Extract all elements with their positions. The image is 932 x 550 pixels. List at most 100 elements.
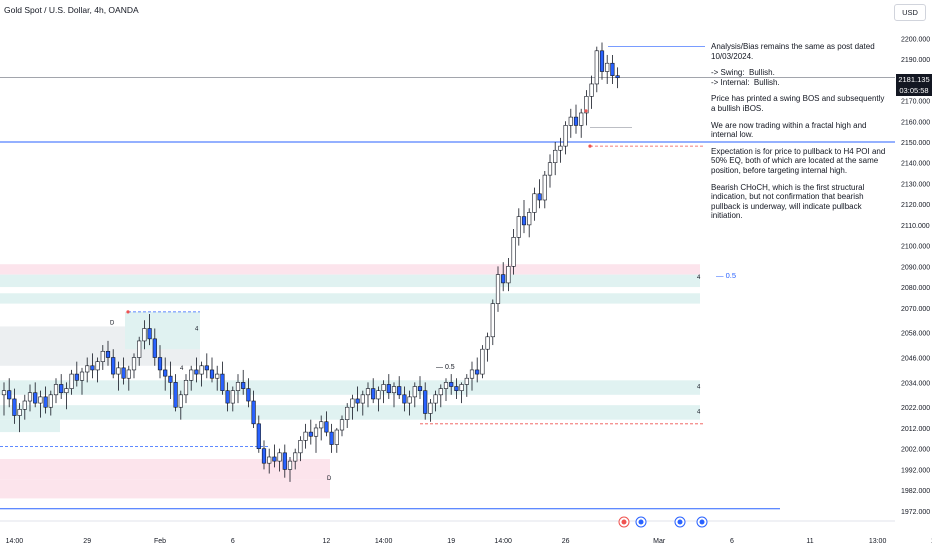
candle-body	[251, 400, 256, 425]
y-tick-label: 2012.000	[901, 426, 930, 433]
candle-body	[376, 390, 381, 400]
analysis-paragraph-1: Analysis/Bias remains the same as post d…	[711, 42, 877, 61]
candle-body	[256, 423, 261, 449]
candle-body	[12, 398, 17, 416]
candle-body	[43, 396, 48, 408]
high-tag: D	[110, 320, 115, 326]
y-tick-label: 2190.000	[901, 57, 930, 64]
candle-body	[137, 340, 142, 358]
candle-body	[599, 50, 605, 72]
candle-body	[246, 388, 251, 402]
candle-body	[27, 392, 33, 402]
candle-body	[121, 367, 126, 379]
candle-body	[272, 456, 277, 462]
candle-body	[553, 149, 558, 164]
candle-body	[417, 386, 423, 391]
candle-body	[1, 390, 7, 396]
candle-body	[59, 384, 64, 394]
candle-body	[568, 116, 573, 126]
candle-body	[428, 402, 433, 414]
y-tick-label: 1982.000	[901, 488, 930, 495]
x-tick-label: 18	[931, 538, 932, 545]
candle-body	[85, 365, 90, 373]
y-tick-label: 2170.000	[901, 99, 930, 106]
internal-low-marker	[588, 144, 592, 148]
candle-body	[532, 193, 537, 213]
y-tick-label: 1972.000	[901, 509, 930, 516]
candle-body	[464, 377, 469, 385]
demand-zone-1	[0, 380, 700, 395]
candle-body	[547, 162, 553, 176]
y-tick-label: 2058.000	[901, 331, 930, 338]
event-icon-dot	[638, 519, 644, 525]
currency-button[interactable]: USD	[894, 4, 926, 21]
candle-body	[407, 396, 412, 404]
event-icon-dot	[677, 519, 683, 525]
current-price-value: 2181.135	[898, 75, 930, 84]
analysis-note: Analysis/Bias remains the same as post d…	[711, 42, 889, 228]
candle-body	[230, 390, 235, 404]
candle-body	[324, 421, 329, 433]
x-tick-label: 11	[806, 538, 813, 545]
candle-body	[355, 398, 360, 404]
candle-body	[345, 406, 350, 420]
candle-body	[157, 357, 163, 371]
candle-body	[579, 112, 584, 126]
candle-body	[126, 369, 131, 379]
y-tick-label: 2046.000	[901, 356, 930, 363]
y-tick-label: 2110.000	[901, 223, 930, 230]
x-tick-label: Feb	[154, 538, 166, 545]
candle-body	[605, 62, 610, 72]
x-tick-label: Mar	[653, 538, 666, 545]
eq-level-label: — 0.5	[716, 271, 737, 280]
candle-body	[490, 303, 495, 338]
candle-body	[131, 357, 137, 371]
candle-body	[365, 388, 371, 396]
demand-zone-2	[0, 405, 700, 420]
candle-body	[282, 452, 287, 470]
candle-body	[339, 419, 345, 431]
candle-body	[371, 388, 376, 400]
candle-body	[69, 373, 74, 389]
candle-body	[558, 145, 563, 151]
candle-body	[64, 388, 69, 394]
candle-body	[267, 456, 272, 464]
candle-body	[303, 431, 308, 441]
candle-body	[495, 274, 501, 304]
x-tick-label: 12	[323, 538, 331, 545]
y-tick-label: 2160.000	[901, 119, 930, 126]
y-tick-label: 2002.000	[901, 447, 930, 454]
candle-body	[501, 274, 506, 284]
candle-body	[615, 75, 620, 79]
analysis-paragraph-4: We are now trading within a fractal high…	[711, 120, 869, 140]
swing-high-marker	[126, 310, 130, 314]
candle-body	[53, 384, 59, 396]
candle-body	[74, 373, 79, 381]
demand-zone-3	[0, 419, 60, 433]
candle-body	[48, 394, 53, 408]
candle-body	[516, 216, 521, 238]
candle-body	[17, 409, 22, 416]
x-tick-label: 13:00	[869, 538, 887, 545]
candle-body	[147, 328, 152, 340]
candle-body	[412, 386, 417, 398]
bar-countdown: 03:05:58	[899, 86, 929, 95]
candle-body	[209, 369, 215, 379]
y-tick-label: 2080.000	[901, 285, 930, 292]
candle-body	[506, 266, 511, 284]
y-tick-label: 1992.000	[901, 467, 930, 474]
event-icon-dot	[699, 519, 705, 525]
x-tick-label: 14:00	[494, 538, 512, 545]
x-tick-label: 6	[730, 538, 734, 545]
candle-body	[116, 367, 121, 375]
y-tick-label: 2120.000	[901, 202, 930, 209]
candle-body	[152, 338, 157, 358]
candle-body	[277, 452, 282, 462]
high-demand-zone	[125, 311, 200, 350]
candle-body	[443, 382, 449, 389]
candle-body	[537, 193, 542, 201]
x-tick-label: 19	[447, 538, 455, 545]
candle-body	[142, 328, 147, 342]
analysis-paragraph-6: Bearish CHoCH, which is the first struct…	[711, 182, 867, 221]
candle-body	[454, 386, 459, 391]
